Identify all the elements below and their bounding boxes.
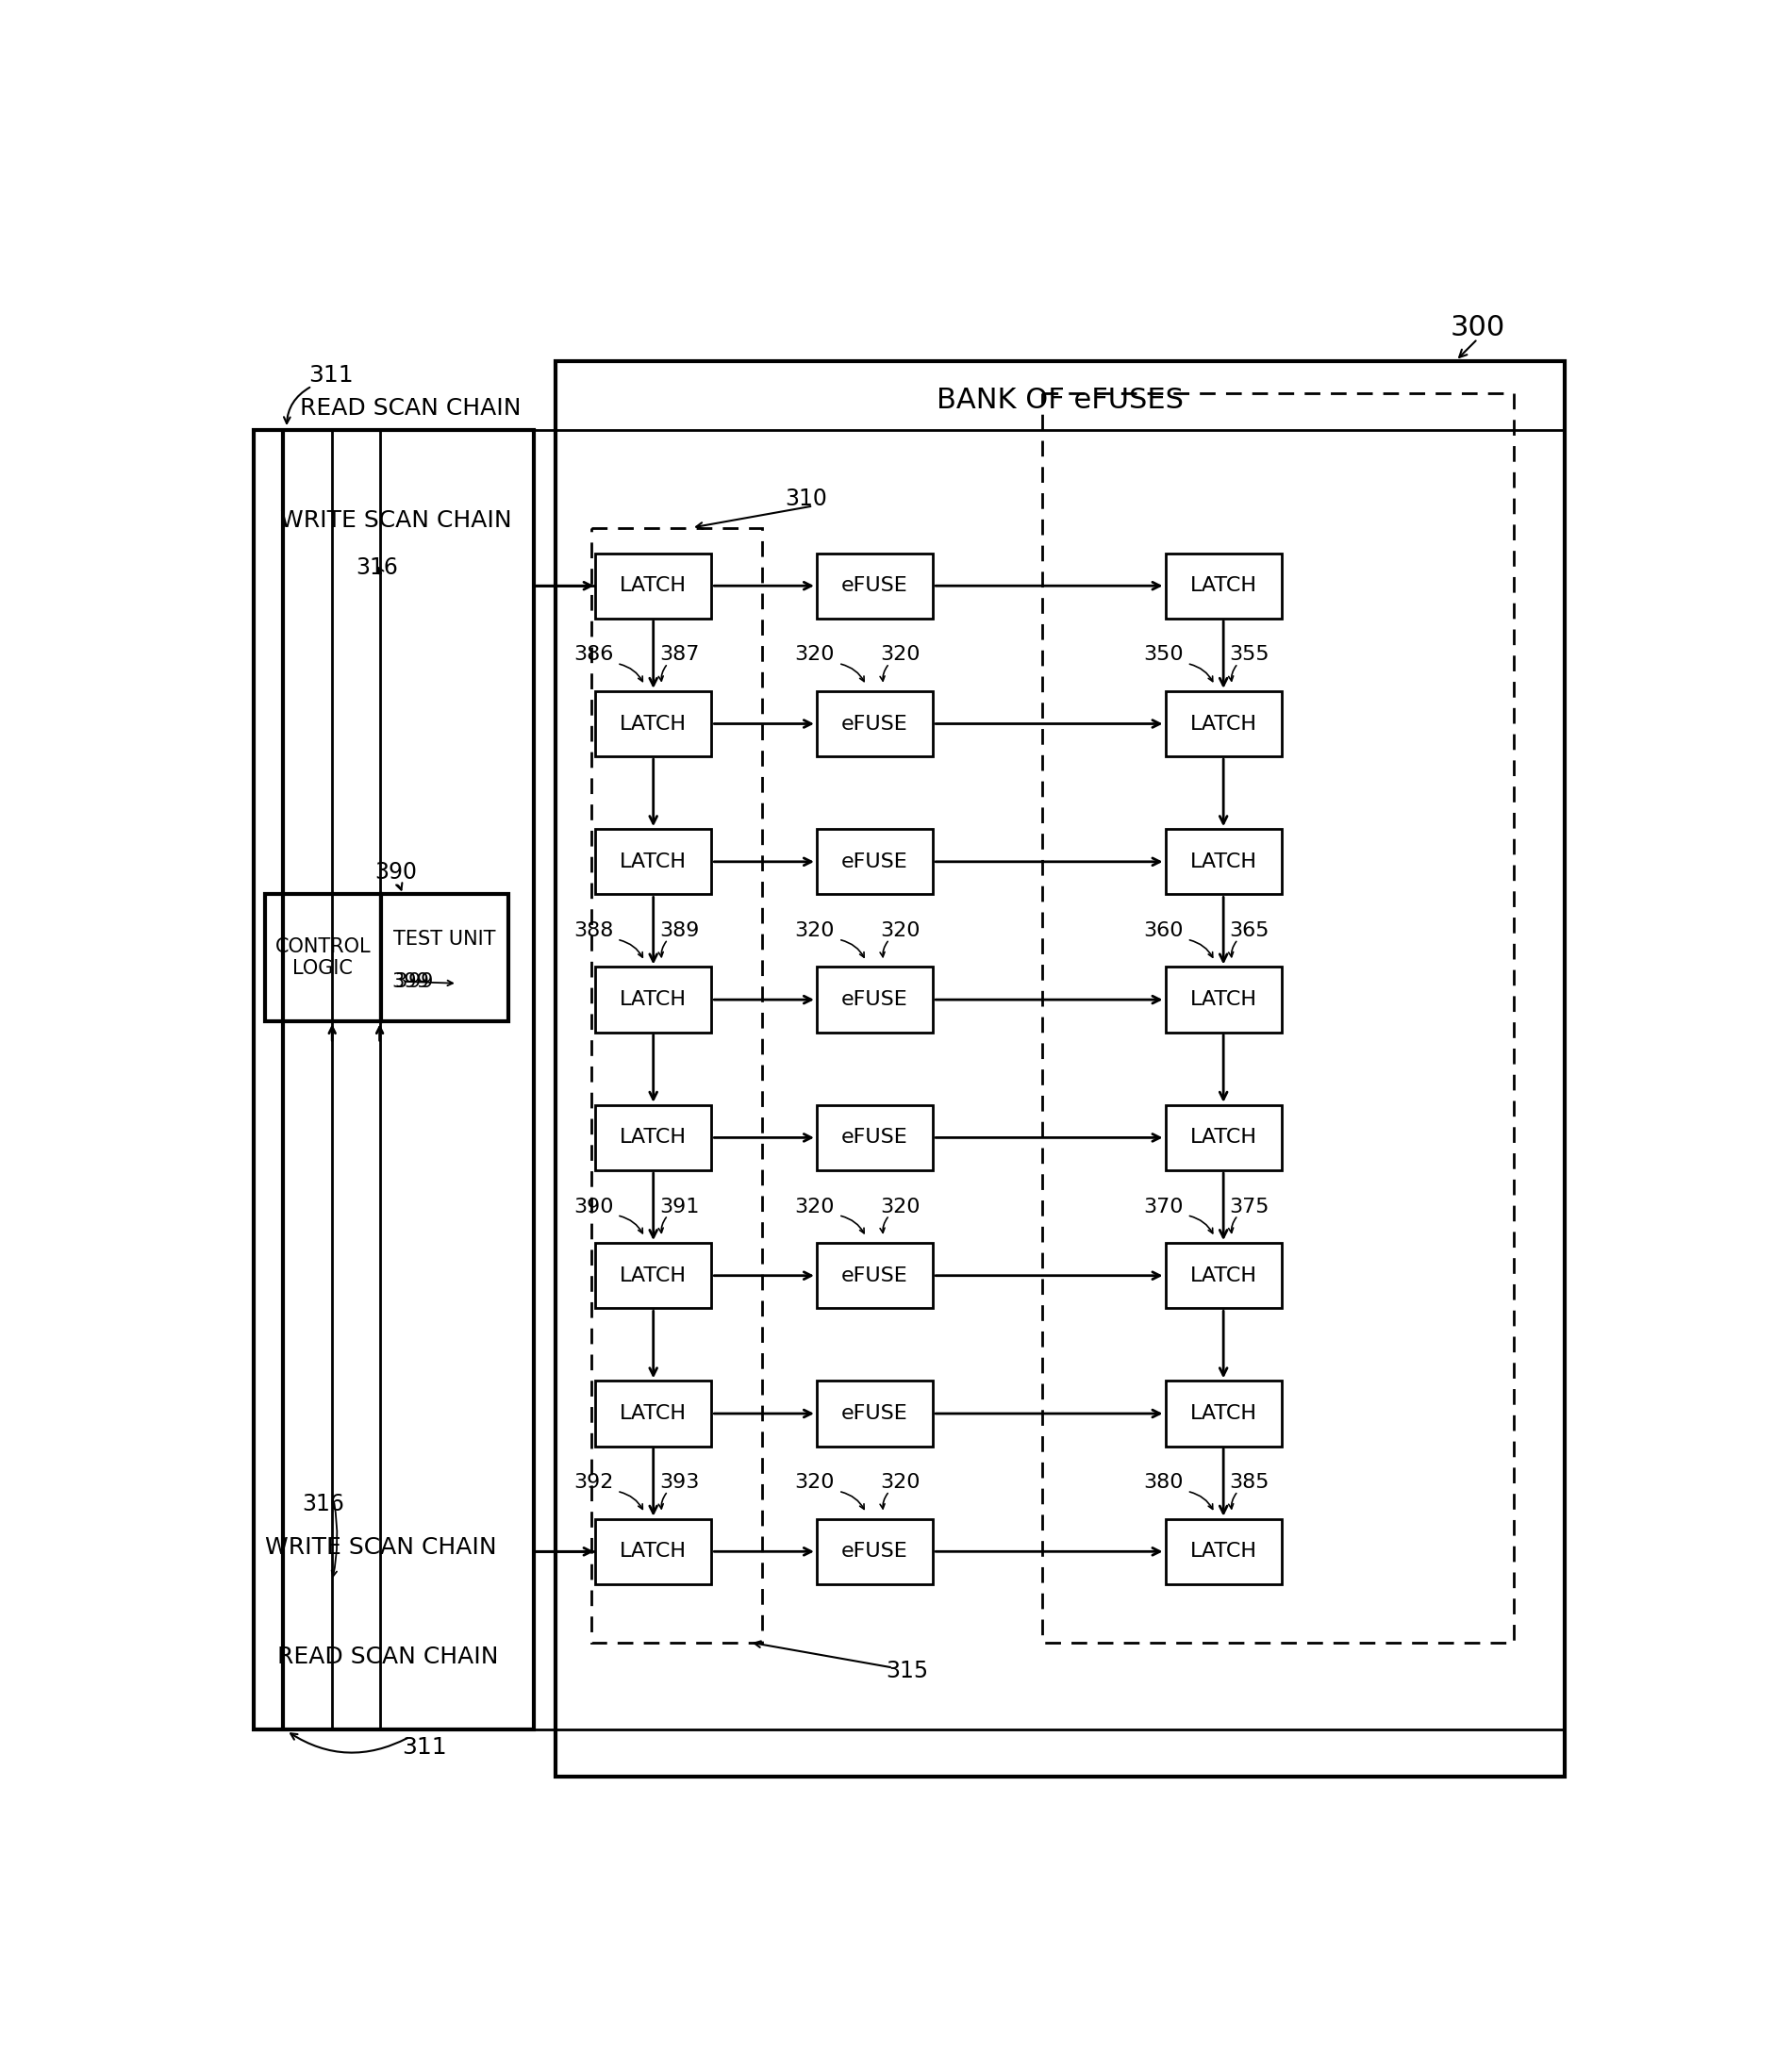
Text: LATCH: LATCH	[1190, 713, 1256, 734]
Text: 320: 320	[880, 645, 921, 664]
Text: LATCH: LATCH	[620, 1543, 686, 1561]
Text: LATCH: LATCH	[620, 1404, 686, 1423]
Bar	[595, 1104, 711, 1170]
Text: eFUSE: eFUSE	[842, 991, 909, 1009]
Text: 320: 320	[880, 1197, 921, 1216]
Text: 389: 389	[659, 920, 699, 941]
Text: eFUSE: eFUSE	[842, 713, 909, 734]
Text: 315: 315	[887, 1661, 928, 1683]
Text: eFUSE: eFUSE	[842, 1404, 909, 1423]
Bar	[1165, 1104, 1281, 1170]
Text: 370: 370	[1143, 1197, 1183, 1216]
Bar	[817, 1381, 934, 1446]
Bar	[817, 552, 934, 618]
Bar	[817, 691, 934, 757]
Bar	[817, 968, 934, 1032]
Text: LATCH: LATCH	[1190, 991, 1256, 1009]
Bar	[817, 1243, 934, 1309]
Text: WRITE SCAN CHAIN: WRITE SCAN CHAIN	[265, 1537, 496, 1559]
Bar	[265, 893, 382, 1022]
Text: LATCH: LATCH	[1190, 1404, 1256, 1423]
Text: READ SCAN CHAIN: READ SCAN CHAIN	[278, 1646, 498, 1669]
Text: 360: 360	[1143, 920, 1183, 941]
Text: CONTROL
LOGIC: CONTROL LOGIC	[274, 937, 371, 978]
Text: eFUSE: eFUSE	[842, 852, 909, 871]
Text: TEST UNIT: TEST UNIT	[394, 929, 496, 949]
Text: LATCH: LATCH	[1190, 852, 1256, 871]
Bar	[1165, 1518, 1281, 1584]
Text: LATCH: LATCH	[1190, 1266, 1256, 1284]
Text: eFUSE: eFUSE	[842, 1266, 909, 1284]
Text: 365: 365	[1229, 920, 1269, 941]
Bar	[1165, 829, 1281, 893]
Text: 300: 300	[1450, 314, 1505, 341]
Text: WRITE SCAN CHAIN: WRITE SCAN CHAIN	[280, 509, 511, 531]
Bar	[1165, 552, 1281, 618]
Bar	[595, 1518, 711, 1584]
Bar	[382, 893, 509, 1022]
Text: 386: 386	[573, 645, 613, 664]
Bar	[817, 829, 934, 893]
Text: 320: 320	[796, 920, 835, 941]
Text: LATCH: LATCH	[620, 991, 686, 1009]
Text: 393: 393	[659, 1472, 699, 1491]
Text: BANK OF eFUSES: BANK OF eFUSES	[937, 387, 1183, 414]
Text: LATCH: LATCH	[1190, 577, 1256, 596]
Bar	[254, 430, 534, 1729]
Text: 316: 316	[357, 556, 398, 579]
Text: LATCH: LATCH	[620, 852, 686, 871]
Text: 311: 311	[308, 364, 353, 387]
Text: 385: 385	[1229, 1472, 1269, 1491]
Text: LATCH: LATCH	[620, 577, 686, 596]
Text: 320: 320	[880, 1472, 921, 1491]
Text: 399: 399	[392, 972, 430, 991]
Bar	[595, 552, 711, 618]
Text: 390: 390	[375, 860, 418, 883]
Text: LATCH: LATCH	[620, 1129, 686, 1148]
Text: 320: 320	[796, 1197, 835, 1216]
Text: READ SCAN CHAIN: READ SCAN CHAIN	[299, 397, 521, 420]
Text: 320: 320	[796, 1472, 835, 1491]
Text: 310: 310	[785, 488, 826, 511]
Text: LATCH: LATCH	[1190, 1129, 1256, 1148]
Text: 380: 380	[1143, 1472, 1183, 1491]
Text: eFUSE: eFUSE	[842, 577, 909, 596]
Bar	[595, 1381, 711, 1446]
Text: 388: 388	[573, 920, 613, 941]
Bar	[1041, 393, 1514, 1642]
Text: 320: 320	[796, 645, 835, 664]
Text: LATCH: LATCH	[620, 1266, 686, 1284]
Text: 350: 350	[1143, 645, 1183, 664]
Bar	[1165, 1381, 1281, 1446]
Bar	[556, 360, 1564, 1776]
Bar	[595, 829, 711, 893]
Bar	[595, 691, 711, 757]
Text: 392: 392	[573, 1472, 613, 1491]
Bar	[591, 527, 762, 1642]
Bar	[817, 1518, 934, 1584]
Bar	[1165, 691, 1281, 757]
Text: 375: 375	[1229, 1197, 1269, 1216]
Text: 390: 390	[573, 1197, 613, 1216]
Bar	[595, 968, 711, 1032]
Text: LATCH: LATCH	[1190, 1543, 1256, 1561]
Text: 355: 355	[1229, 645, 1269, 664]
Text: eFUSE: eFUSE	[842, 1129, 909, 1148]
Text: 387: 387	[659, 645, 699, 664]
Bar	[595, 1243, 711, 1309]
Bar	[1165, 1243, 1281, 1309]
Text: 391: 391	[659, 1197, 699, 1216]
Bar	[1165, 968, 1281, 1032]
Text: eFUSE: eFUSE	[842, 1543, 909, 1561]
Text: LATCH: LATCH	[620, 713, 686, 734]
Text: 320: 320	[880, 920, 921, 941]
Text: $\bf{\ }$399: $\bf{\ }$399	[389, 972, 434, 991]
Text: 311: 311	[401, 1737, 446, 1760]
Text: 316: 316	[301, 1493, 344, 1516]
Bar	[817, 1104, 934, 1170]
